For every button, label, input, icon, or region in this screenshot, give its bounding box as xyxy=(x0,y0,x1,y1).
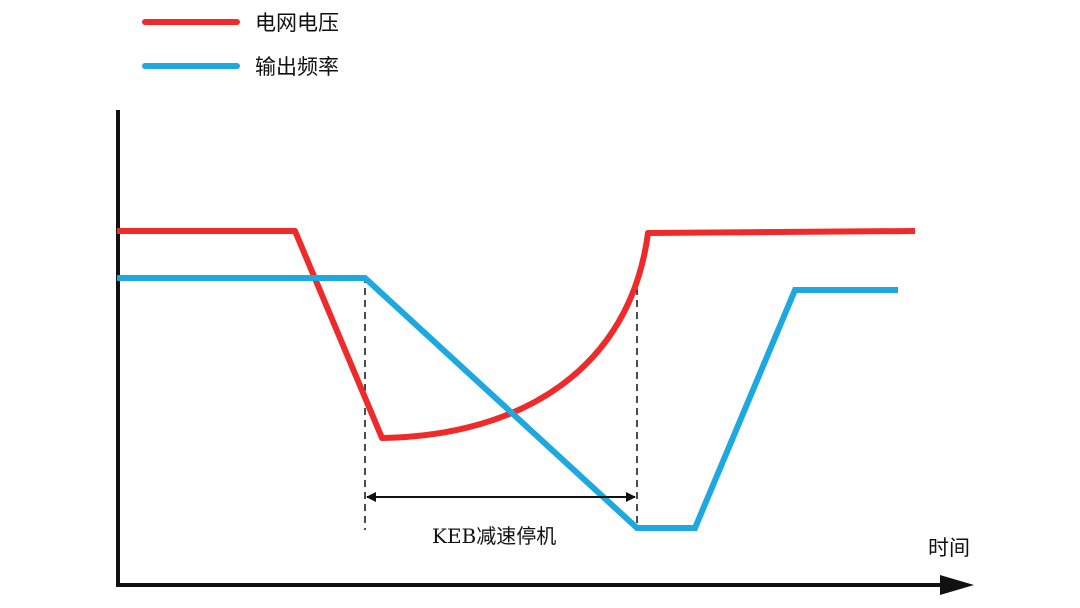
legend-label-voltage: 电网电压 xyxy=(255,11,339,35)
x-axis-label: 时间 xyxy=(928,536,970,560)
legend-label-frequency: 输出频率 xyxy=(255,55,339,79)
frequency-line xyxy=(117,275,898,531)
voltage-line xyxy=(117,228,916,441)
x-axis-arrow-icon xyxy=(940,575,974,595)
keb-annotation-label: KEB减速停机 xyxy=(432,524,556,548)
